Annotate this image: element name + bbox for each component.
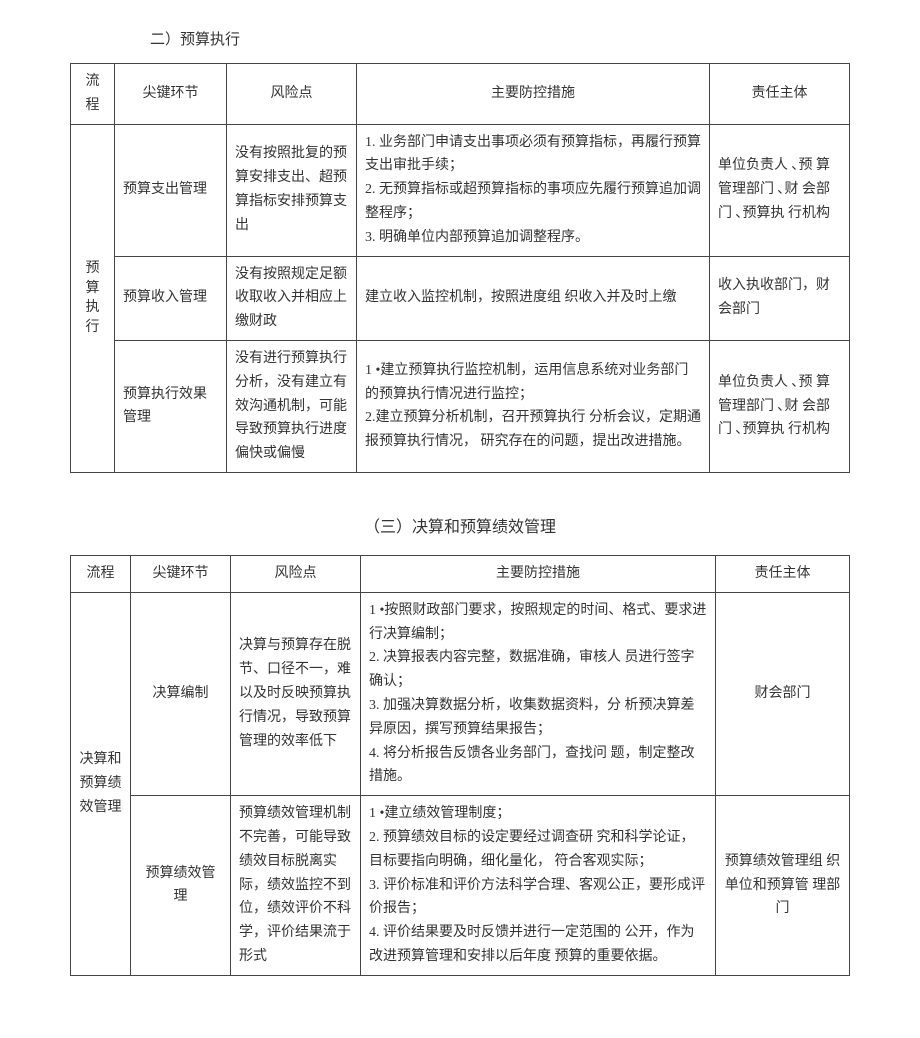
section-title-1: 二）预算执行 [150, 28, 890, 49]
th-process: 流程 [71, 64, 115, 125]
cell-key: 预算绩效管理 [131, 796, 231, 976]
th-key: 尖键环节 [131, 555, 231, 592]
table-row: 预算执行 预算支出管理 没有按照批复的预算安排支出、超预算指标安排预算支出 1.… [71, 124, 850, 256]
cell-key: 预算收入管理 [115, 256, 227, 340]
table-row: 预算收入管理 没有按照规定足额收取收入并相应上缴财政 建立收入监控机制，按照进度… [71, 256, 850, 340]
cell-key: 预算支出管理 [115, 124, 227, 256]
cell-risk: 预算绩效管理机制不完善，可能导致绩效目标脱离实际，绩效监控不到位，绩效评价不科学… [231, 796, 361, 976]
cell-measures: 1 •按照财政部门要求，按照规定的时间、格式、要求进行决算编制；2. 决算报表内… [361, 592, 716, 795]
cell-risk: 没有按照批复的预算安排支出、超预算指标安排预算支出 [227, 124, 357, 256]
cell-owner: 单位负责人 ､预 算管理部门 ､财 会部门 ､预算执 行机构 [710, 340, 850, 472]
cell-risk: 没有进行预算执行分析，没有建立有效沟通机制，可能导致预算执行进度偏快或偏慢 [227, 340, 357, 472]
table-row: 预算绩效管理 预算绩效管理机制不完善，可能导致绩效目标脱离实际，绩效监控不到位，… [71, 796, 850, 976]
cell-process: 预算执行 [71, 124, 115, 472]
th-measures: 主要防控措施 [357, 64, 710, 125]
table-row: 预算执行效果管理 没有进行预算执行分析，没有建立有效沟通机制，可能导致预算执行进… [71, 340, 850, 472]
table-budget-exec: 流程 尖键环节 风险点 主要防控措施 责任主体 预算执行 预算支出管理 没有按照… [70, 63, 850, 473]
th-process: 流程 [71, 555, 131, 592]
cell-owner: 预算绩效管理组 织单位和预算管 理部门 [716, 796, 850, 976]
cell-owner: 单位负责人 ､预 算管理部门 ､财 会部门 ､预算执 行机构 [710, 124, 850, 256]
section-title-2: （三）决算和预算绩效管理 [30, 513, 890, 537]
th-risk: 风险点 [227, 64, 357, 125]
cell-measures: 1 •建立预算执行监控机制，运用信息系统对业务部门的预算执行情况进行监控；2.建… [357, 340, 710, 472]
cell-measures: 建立收入监控机制，按照进度组 织收入并及时上缴 [357, 256, 710, 340]
cell-measures: 1 •建立绩效管理制度；2. 预算绩效目标的设定要经过调查研 究和科学论证，目标… [361, 796, 716, 976]
cell-key: 决算编制 [131, 592, 231, 795]
th-risk: 风险点 [231, 555, 361, 592]
th-owner: 责任主体 [716, 555, 850, 592]
cell-risk: 决算与预算存在脱节、口径不一，难以及时反映预算执行情况，导致预算管理的效率低下 [231, 592, 361, 795]
process-text: 预算执行 [79, 259, 106, 337]
th-measures: 主要防控措施 [361, 555, 716, 592]
table-row: 决算和预算绩效管理 决算编制 决算与预算存在脱节、口径不一，难以及时反映预算执行… [71, 592, 850, 795]
cell-risk: 没有按照规定足额收取收入并相应上缴财政 [227, 256, 357, 340]
cell-measures: 1. 业务部门申请支出事项必须有预算指标，再履行预算支出审批手续；2. 无预算指… [357, 124, 710, 256]
th-owner: 责任主体 [710, 64, 850, 125]
cell-owner: 收入执收部门，财会部门 [710, 256, 850, 340]
table-header-row: 流程 尖键环节 风险点 主要防控措施 责任主体 [71, 64, 850, 125]
cell-owner: 财会部门 [716, 592, 850, 795]
table-header-row: 流程 尖键环节 风险点 主要防控措施 责任主体 [71, 555, 850, 592]
cell-key: 预算执行效果管理 [115, 340, 227, 472]
th-key: 尖键环节 [115, 64, 227, 125]
cell-process: 决算和预算绩效管理 [71, 592, 131, 975]
table-final-accounts: 流程 尖键环节 风险点 主要防控措施 责任主体 决算和预算绩效管理 决算编制 决… [70, 555, 850, 976]
